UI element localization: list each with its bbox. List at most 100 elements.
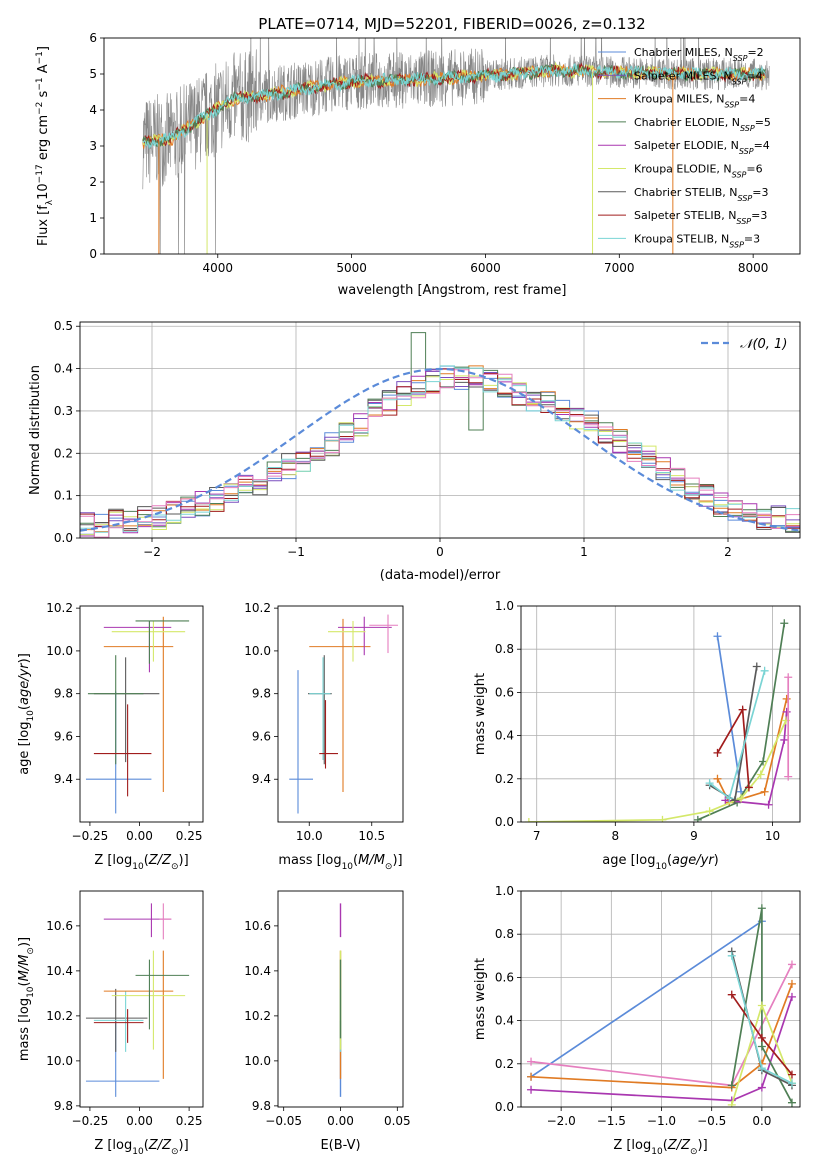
y-tick-label: 5 <box>89 67 97 81</box>
weight-line <box>697 623 786 821</box>
weight-line <box>716 698 788 804</box>
y-tick-label: 9.4 <box>252 772 271 786</box>
weight-marker <box>527 1072 536 1081</box>
label-part: )] <box>392 853 402 868</box>
legend-sub: SSP <box>738 193 753 202</box>
legend-name: Salpeter STELIB, N <box>634 209 736 222</box>
y-tick-label: 10.2 <box>46 1009 73 1023</box>
label-part: Z [log <box>613 1138 651 1153</box>
weight-marker <box>737 794 746 803</box>
y-tick-label: 10.4 <box>244 964 271 978</box>
weight-marker <box>713 774 722 783</box>
x-tick-label: −2.0 <box>547 1114 576 1128</box>
legend-entry: Salpeter MILES, NSSP=4 <box>634 69 763 86</box>
x-tick-label: −2 <box>143 545 161 559</box>
weight-line <box>709 666 758 802</box>
legend-tail: =4 <box>739 93 755 106</box>
panel-mass_vs_EBV: −0.05 0.00 0.05 9.8 10.0 10.2 10.4 10.6 E(B-V) <box>244 890 411 1153</box>
weight-line <box>716 636 742 792</box>
y-tick-label: 9.8 <box>252 687 271 701</box>
x-tick-label: 10 <box>765 829 780 843</box>
legend-sub: SSP <box>739 147 754 156</box>
x-tick-label: 7 <box>533 829 541 843</box>
panel-age_vs_Z: −0.25 0.00 0.259.49.69.810.010.2Z [log10(Z… <box>17 601 204 872</box>
weight-marker <box>705 807 714 816</box>
weight-marker <box>784 673 793 682</box>
weight-marker <box>757 904 766 913</box>
x-tick-label: 8 <box>611 829 619 843</box>
legend-entry: Kroupa STELIB, NSSP=3 <box>634 232 760 249</box>
y-axis-label: Normed distribution <box>28 365 43 495</box>
y-tick-label: 0.4 <box>495 1014 514 1028</box>
weight-marker <box>759 757 768 766</box>
legend-sub: SSP <box>732 77 747 86</box>
y-tick-label: 0.1 <box>54 489 73 503</box>
label-part: 10 <box>651 1147 663 1157</box>
y-tick-label: 10.0 <box>244 644 271 658</box>
legend-sub: SSP <box>724 100 739 109</box>
weight-marker <box>527 1085 536 1094</box>
label-part: ⊙ <box>385 862 393 872</box>
label-part: 10 <box>132 1147 144 1157</box>
x-axis-label: wavelength [Angstrom, rest frame] <box>338 283 567 298</box>
legend-name: Chabrier STELIB, N <box>634 186 738 199</box>
weight-marker <box>658 815 667 822</box>
x-tick-label: −0.25 <box>72 829 109 843</box>
label-part: age [log <box>17 722 32 775</box>
panel-residuals: −2 −1 0 1 2 0.0 0.1 0.2 0.3 0.4 0.5 (data-model)/er… <box>28 319 801 583</box>
plot-area <box>289 614 398 814</box>
weight-marker <box>780 735 789 744</box>
label-part: Z [log <box>94 853 132 868</box>
label-part: )] <box>179 1138 189 1153</box>
label-part: ( <box>353 853 358 868</box>
plot-area <box>85 903 190 1097</box>
x-tick-label: −1.5 <box>597 1114 626 1128</box>
weight-marker <box>784 772 793 781</box>
weight-marker <box>727 1100 736 1107</box>
x-tick-label: −0.05 <box>265 1114 302 1128</box>
label-part: 10 <box>132 862 144 872</box>
y-tick-label: 0.8 <box>495 642 514 656</box>
panel-age_vs_mass: 10.0 10.5 9.4 9.6 9.8 10.0 10.2 mass [log10(M/M… <box>244 601 404 872</box>
x-axis-label: Z [log10(Z/Z⊙)] <box>94 1138 188 1157</box>
x-tick-label: 7000 <box>604 261 635 275</box>
weight-marker <box>764 800 773 809</box>
y-tick-label: 10.4 <box>46 964 73 978</box>
x-tick-label: 6000 <box>470 261 501 275</box>
legend-tail: =4 <box>746 69 762 82</box>
x-tick-label: 0.05 <box>384 1114 411 1128</box>
label-part: Flux [f <box>36 205 51 246</box>
label-part: )] <box>17 653 32 663</box>
label-part: 10 <box>36 183 51 200</box>
legend-tail: =3 <box>751 209 767 222</box>
legend-name: Kroupa MILES, N <box>634 93 724 106</box>
plot-area <box>142 38 770 254</box>
y-tick-label: 10.6 <box>46 919 73 933</box>
weight-marker <box>756 770 765 779</box>
y-tick-label: 0.6 <box>495 970 514 984</box>
weight-marker <box>524 818 533 822</box>
weight-marker <box>713 748 722 757</box>
axes-frame <box>277 890 404 1108</box>
label-part: 10 <box>26 986 36 998</box>
legend-entry: Salpeter STELIB, NSSP=3 <box>634 209 767 226</box>
label-part: ⊙ <box>690 1147 698 1157</box>
y-tick-label: 10.2 <box>244 601 271 615</box>
weight-marker <box>757 1083 766 1092</box>
y-tick-label: 0.0 <box>495 1100 514 1114</box>
x-tick-label: 10.5 <box>358 829 385 843</box>
legend-tail: =5 <box>755 116 771 129</box>
y-tick-label: 0.3 <box>54 404 73 418</box>
weight-marker <box>760 666 769 675</box>
label-part: 10 <box>26 710 36 722</box>
histogram-step-kroupa_stelib <box>80 365 800 533</box>
y-axis-label: mass [log10(M/M⊙)] <box>17 937 36 1061</box>
weight-marker <box>757 1033 766 1042</box>
weight-marker <box>780 619 789 628</box>
weight-marker <box>527 1057 536 1066</box>
axes-frame <box>520 890 801 1108</box>
label-part: A <box>36 64 51 77</box>
axes-frame <box>79 890 204 1108</box>
label-part: λ <box>45 199 55 205</box>
label-part: ( <box>144 1138 149 1153</box>
